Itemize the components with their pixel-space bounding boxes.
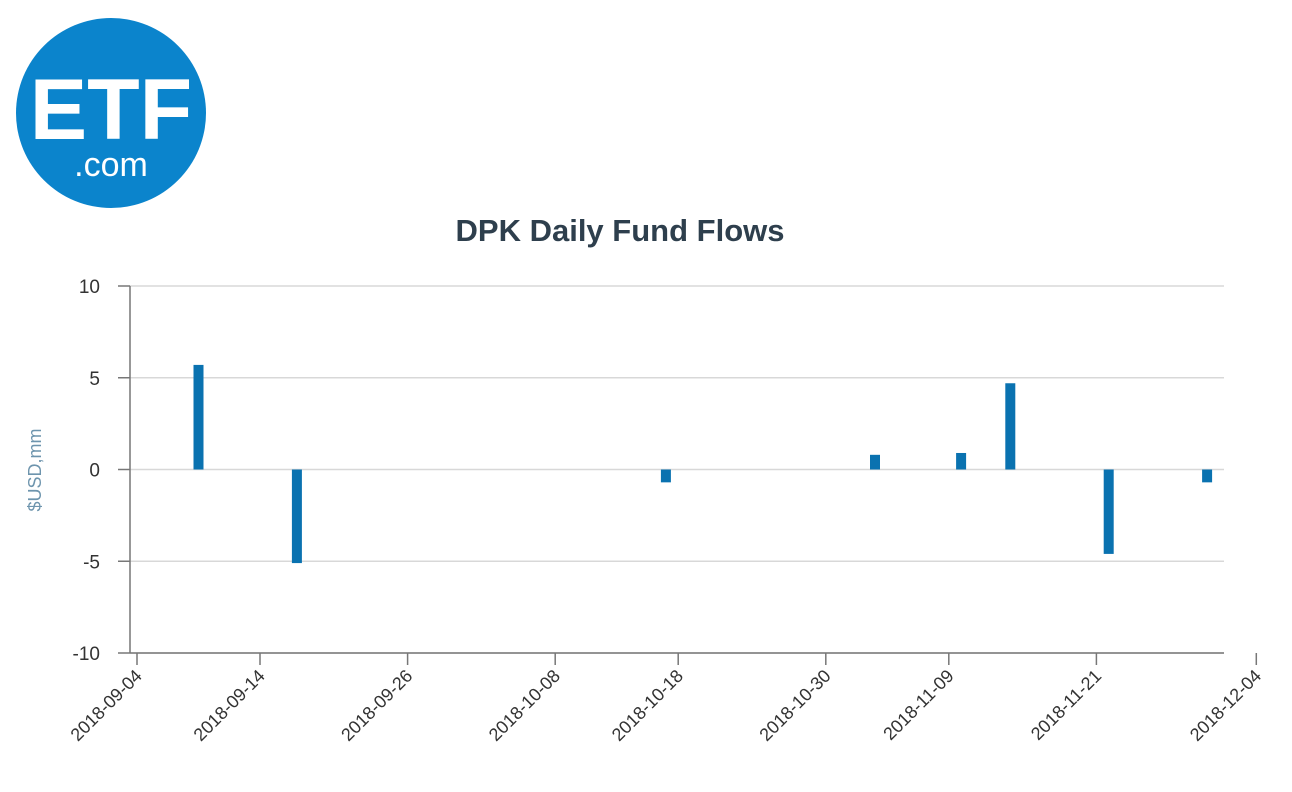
x-tick-label: 2018-09-04	[67, 666, 146, 745]
x-tick-label: 2018-09-26	[337, 666, 416, 745]
x-tick-label: 2018-10-18	[608, 666, 687, 745]
logo-text-com: .com	[74, 146, 148, 184]
flow-bar	[956, 452, 967, 470]
logo-text-etf: ETF	[30, 62, 192, 158]
y-axis-label: $USD,mm	[25, 428, 45, 511]
x-tick-label: 2018-11-21	[1027, 666, 1105, 744]
axes	[118, 285, 1258, 665]
y-tick-label: -5	[83, 552, 100, 573]
x-tick-label: 2018-11-09	[879, 666, 957, 744]
x-tick-label: 2018-10-30	[755, 666, 834, 745]
y-tick-label: -10	[73, 644, 100, 665]
chart-title: DPK Daily Fund Flows	[455, 213, 785, 248]
y-tick-label: 10	[79, 277, 100, 298]
y-tick-label: 5	[89, 369, 100, 390]
etf-logo: ETF .com	[16, 18, 206, 208]
y-tick-label: 0	[89, 461, 100, 482]
flow-bar	[193, 364, 204, 470]
x-tick-label: 2018-10-08	[485, 666, 564, 745]
flow-bar	[870, 454, 880, 470]
x-tick-labels: 2018-09-04 2018-09-14 2018-09-26 2018-10-08…	[67, 666, 1266, 745]
flow-bar	[660, 469, 671, 483]
flow-bar	[1202, 469, 1213, 483]
x-tick-label: 2018-09-14	[190, 666, 269, 745]
y-tick-labels: 10 5 0 -5 -10	[73, 277, 100, 665]
flow-bar	[1103, 469, 1114, 554]
flow-bar	[1005, 383, 1016, 470]
logo-circle	[16, 18, 206, 208]
bars	[193, 364, 1213, 564]
flow-bar	[291, 469, 302, 564]
x-tick-label: 2018-12-04	[1186, 666, 1265, 745]
